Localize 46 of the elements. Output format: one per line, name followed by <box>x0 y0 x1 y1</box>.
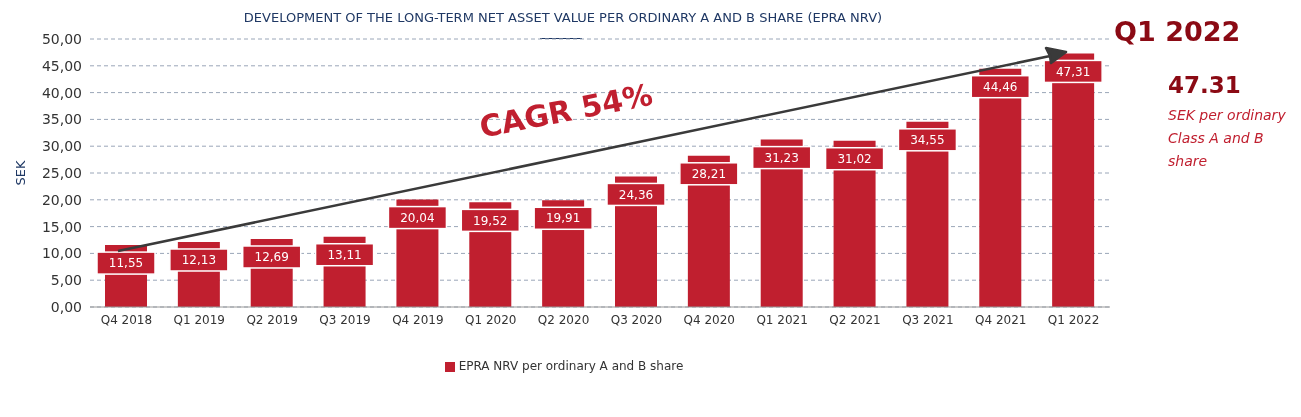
data-label: 47,31 <box>1055 64 1091 79</box>
data-label: 28,21 <box>691 166 727 181</box>
data-label: 24,36 <box>618 187 654 202</box>
y-tick-label: 20,00 <box>41 191 82 208</box>
x-tick-label: Q4 2018 <box>100 312 153 327</box>
y-tick-label: 35,00 <box>41 111 82 128</box>
x-tick-label: Q1 2022 <box>1047 312 1100 327</box>
x-tick-label: Q2 2021 <box>829 312 881 327</box>
text: 47.31 <box>1168 72 1241 98</box>
y-tick-label: 25,00 <box>41 164 82 181</box>
y-tick-label: 0,00 <box>50 298 82 315</box>
x-tick-label: Q1 2021 <box>756 312 808 327</box>
x-tick-label: Q1 2020 <box>465 312 517 327</box>
data-label: 19,52 <box>473 213 508 228</box>
x-tick-label: Q3 2020 <box>610 312 663 327</box>
x-tick-label: Q2 2019 <box>246 312 298 327</box>
text: SEK per ordinary Class A and B share <box>1168 106 1287 171</box>
x-tick-label: Q2 2020 <box>537 312 590 327</box>
y-tick-label: 10,00 <box>41 245 82 262</box>
text: Q1 2022 <box>1114 16 1241 47</box>
y-tick-label: 40,00 <box>41 84 82 101</box>
x-tick-label: Q4 2020 <box>683 312 735 327</box>
data-label: 31,02 <box>837 151 872 166</box>
x-tick-label: Q4 2021 <box>975 312 1027 327</box>
data-label: 19,91 <box>545 211 581 226</box>
legend-label: EPRA NRV per ordinary A and B share <box>458 359 684 373</box>
x-tick-label: Q1 2019 <box>173 312 225 327</box>
x-tick-label: Q3 2021 <box>902 312 954 327</box>
data-label: 34,55 <box>910 133 945 148</box>
data-label: 31,23 <box>764 150 799 165</box>
y-tick-label: 30,00 <box>41 138 82 155</box>
data-label: 20,04 <box>400 210 435 225</box>
x-tick-label: Q4 2019 <box>392 312 444 327</box>
data-label: 44,46 <box>983 79 1018 94</box>
y-tick-label: 5,00 <box>50 272 82 289</box>
y-axis-title: SEK <box>12 160 28 186</box>
data-label: 13,11 <box>327 247 362 262</box>
y-tick-label: 45,00 <box>41 57 82 74</box>
y-tick-label: 50,00 <box>41 30 82 47</box>
y-tick-label: 15,00 <box>41 218 82 235</box>
data-label: 12,13 <box>181 253 217 268</box>
annotation: CAGR 54% <box>476 76 656 145</box>
data-label: 11,55 <box>108 256 144 271</box>
x-tick-label: Q3 2019 <box>319 312 371 327</box>
data-label: 12,69 <box>254 250 289 265</box>
chart-title: DEVELOPMENT OF THE LONG-TERM NET ASSET VALUE PER ORDINARY A AND B SHARE (EPRA NRV) <box>243 10 883 25</box>
